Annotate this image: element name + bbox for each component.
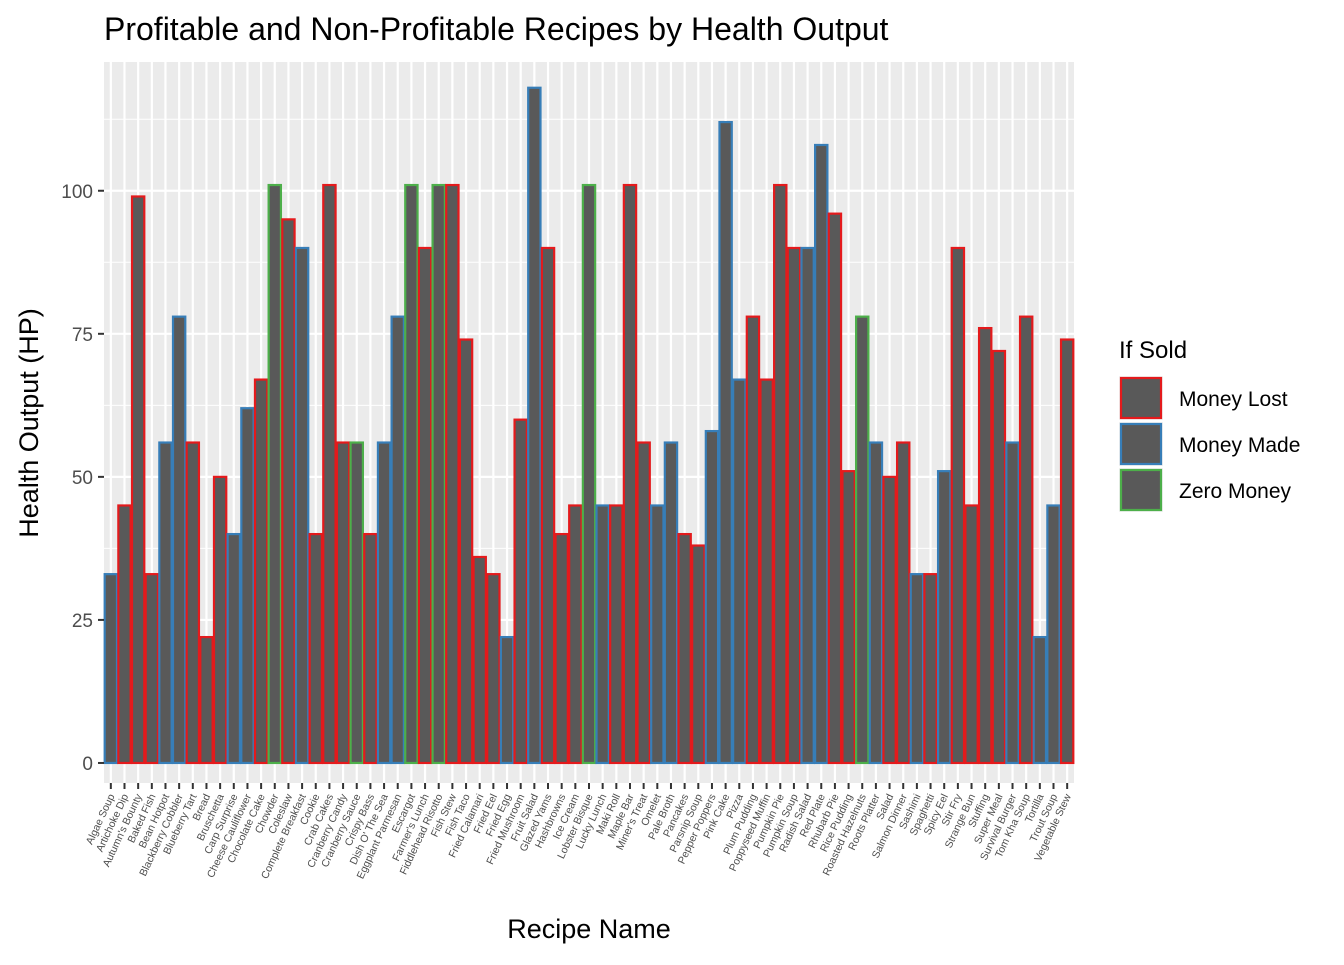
- bar: [158, 441, 173, 765]
- bar: [513, 418, 528, 765]
- legend-key: [1119, 376, 1163, 420]
- bar: [267, 183, 283, 765]
- bar: [281, 218, 296, 765]
- y-tick-label: 25: [72, 611, 93, 632]
- bar: [499, 635, 515, 765]
- bar: [1059, 338, 1075, 765]
- bar: [977, 326, 993, 765]
- legend-key: [1119, 422, 1163, 466]
- bar: [363, 532, 378, 765]
- bar: [130, 195, 146, 765]
- bar: [445, 183, 460, 765]
- legend-title: If Sold: [1119, 337, 1187, 364]
- bar: [882, 475, 897, 765]
- bar: [854, 315, 870, 765]
- legend-label: Money Lost: [1179, 388, 1288, 411]
- y-tick-label: 75: [72, 325, 93, 346]
- bar: [431, 183, 446, 765]
- bar: [294, 246, 310, 765]
- bar: [691, 544, 706, 765]
- bar: [199, 635, 214, 765]
- bar: [308, 532, 324, 765]
- bar: [964, 504, 979, 765]
- bar: [786, 246, 802, 765]
- legend-label: Money Made: [1179, 434, 1300, 457]
- bar: [909, 573, 925, 765]
- bar: [185, 441, 201, 765]
- y-tick-label: 50: [72, 468, 93, 489]
- bar: [868, 441, 884, 765]
- bar: [1046, 504, 1061, 765]
- bar: [322, 183, 337, 765]
- bar: [226, 532, 242, 765]
- bar: [773, 183, 788, 765]
- bar: [704, 429, 720, 765]
- bar: [212, 475, 228, 765]
- bar: [117, 504, 132, 765]
- bar: [144, 573, 160, 765]
- bars: [103, 86, 1075, 765]
- bar: [609, 504, 624, 765]
- bar: [841, 470, 856, 765]
- bar: [568, 504, 583, 765]
- bar: [622, 183, 638, 765]
- bar: [650, 504, 665, 765]
- bar: [814, 143, 829, 765]
- bar: [895, 441, 911, 765]
- y-tick-label: 100: [61, 182, 93, 203]
- bar: [636, 441, 651, 765]
- bar: [458, 338, 474, 765]
- bar: [404, 183, 419, 765]
- bar: [1018, 315, 1034, 765]
- bar: [335, 441, 351, 765]
- bar: [417, 246, 433, 765]
- bar: [1032, 635, 1048, 765]
- legend-label: Zero Money: [1179, 480, 1292, 503]
- bar: [486, 573, 501, 765]
- bar: [923, 573, 938, 765]
- bar: [936, 470, 952, 765]
- bar: [950, 246, 966, 765]
- bar: [554, 532, 569, 765]
- bar: [991, 349, 1007, 765]
- bar: [745, 315, 761, 765]
- bar: [827, 212, 843, 765]
- legend: If Sold Money Lost Money Made Zero Money: [1119, 337, 1300, 512]
- bar: [581, 183, 597, 765]
- bar: [390, 315, 405, 765]
- y-axis-title: Health Output (HP): [14, 308, 44, 538]
- bar: [103, 573, 119, 765]
- bar: [472, 555, 487, 765]
- bar: [800, 246, 815, 765]
- bar: [240, 407, 255, 765]
- bar: [349, 441, 364, 765]
- bar: [1005, 441, 1020, 765]
- bar: [759, 378, 774, 765]
- chart-title: Profitable and Non-Profitable Recipes by…: [104, 11, 889, 47]
- bar: [171, 315, 187, 765]
- x-axis-title: Recipe Name: [507, 914, 671, 944]
- bar: [540, 246, 556, 765]
- bar: [527, 86, 542, 765]
- bar: [732, 378, 747, 765]
- y-axis: 0 25 50 75 100: [61, 182, 104, 775]
- bar: [718, 120, 733, 765]
- bar: [595, 504, 610, 765]
- bar: [677, 532, 692, 765]
- legend-key: [1119, 468, 1163, 512]
- y-tick-label: 0: [82, 754, 93, 775]
- bar: [663, 441, 679, 765]
- bar: [376, 441, 392, 765]
- bar: [253, 378, 269, 765]
